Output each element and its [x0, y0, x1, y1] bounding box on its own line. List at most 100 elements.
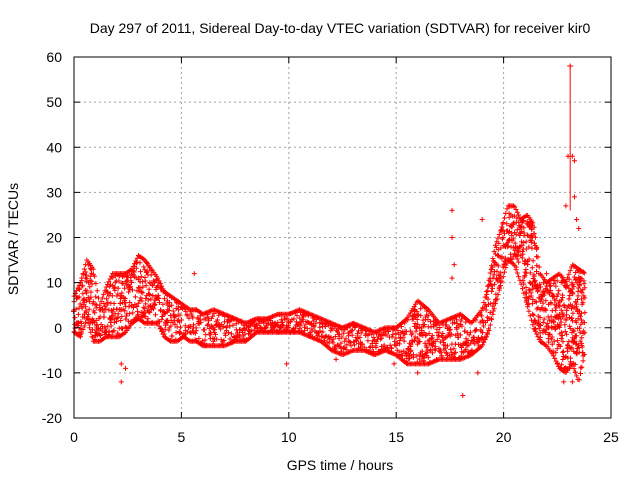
data-point	[192, 330, 198, 336]
data-point	[434, 322, 440, 328]
data-point	[420, 317, 426, 323]
data-point	[566, 271, 572, 277]
data-point	[531, 240, 537, 246]
data-point	[415, 335, 421, 341]
data-point	[425, 354, 431, 360]
data-point	[418, 313, 424, 319]
data-point	[530, 322, 536, 328]
data-point	[106, 279, 112, 285]
data-point	[535, 254, 541, 260]
data-point	[127, 299, 133, 305]
data-point	[225, 330, 231, 336]
data-point	[115, 314, 121, 320]
data-point	[523, 290, 529, 296]
data-point	[582, 285, 588, 291]
data-point	[428, 324, 434, 330]
data-point-outlier	[479, 216, 485, 222]
data-point	[352, 342, 358, 348]
data-point	[117, 300, 123, 306]
data-point	[569, 345, 575, 351]
data-point	[228, 331, 234, 337]
data-point	[544, 320, 550, 326]
data-point	[554, 278, 560, 284]
data-point	[344, 342, 350, 348]
data-point	[313, 320, 319, 326]
data-point	[466, 332, 472, 338]
data-point	[93, 281, 99, 287]
y-tick-label: 0	[54, 320, 62, 336]
data-point	[480, 342, 486, 348]
data-point	[83, 304, 89, 310]
data-point	[158, 326, 164, 332]
data-point	[75, 320, 81, 326]
data-point	[479, 313, 485, 319]
data-point	[178, 330, 184, 336]
data-point	[521, 225, 527, 231]
data-point	[89, 327, 95, 333]
data-point	[491, 281, 497, 287]
data-point	[140, 284, 146, 290]
data-point	[472, 341, 478, 347]
data-point	[118, 318, 124, 324]
data-point	[77, 334, 83, 340]
data-point	[443, 349, 449, 355]
data-point	[90, 266, 96, 272]
data-point	[432, 346, 438, 352]
data-point	[483, 307, 489, 313]
data-point	[446, 330, 452, 336]
data-point	[393, 343, 399, 349]
data-point	[499, 254, 505, 260]
data-point	[166, 327, 172, 333]
data-point	[557, 322, 563, 328]
data-point	[529, 265, 535, 271]
data-point	[109, 309, 115, 315]
data-point	[511, 213, 517, 219]
data-point	[94, 288, 100, 294]
data-point	[418, 306, 424, 312]
data-point	[541, 316, 547, 322]
data-point	[282, 317, 288, 323]
data-point	[517, 224, 523, 230]
data-point	[562, 328, 568, 334]
data-point	[559, 362, 565, 368]
data-point	[157, 281, 163, 287]
data-point	[177, 312, 183, 318]
data-point	[402, 320, 408, 326]
data-point	[577, 313, 583, 319]
data-point	[142, 314, 148, 320]
data-point	[150, 283, 156, 289]
data-point	[130, 310, 136, 316]
data-point	[492, 301, 498, 307]
data-point	[134, 308, 140, 314]
data-point	[526, 308, 532, 314]
data-point	[418, 325, 424, 331]
data-point	[540, 300, 546, 306]
data-point	[127, 311, 133, 317]
data-point	[161, 296, 167, 302]
data-point	[525, 304, 531, 310]
data-point	[508, 251, 514, 257]
data-point	[105, 299, 111, 305]
data-point	[567, 326, 573, 332]
data-point	[155, 275, 161, 281]
data-point	[571, 336, 577, 342]
data-point	[438, 349, 444, 355]
data-point	[483, 334, 489, 340]
data-point	[127, 283, 133, 289]
data-point	[554, 361, 560, 367]
data-point	[357, 334, 363, 340]
data-point	[81, 266, 87, 272]
data-point	[489, 317, 495, 323]
data-point	[490, 256, 496, 262]
data-point	[543, 330, 549, 336]
data-point	[579, 296, 585, 302]
data-point	[83, 319, 89, 325]
data-point	[580, 300, 586, 306]
data-point	[504, 260, 510, 266]
data-point	[284, 316, 290, 322]
data-point	[214, 317, 220, 323]
data-point	[548, 283, 554, 289]
data-point	[147, 279, 153, 285]
data-point	[447, 326, 453, 332]
